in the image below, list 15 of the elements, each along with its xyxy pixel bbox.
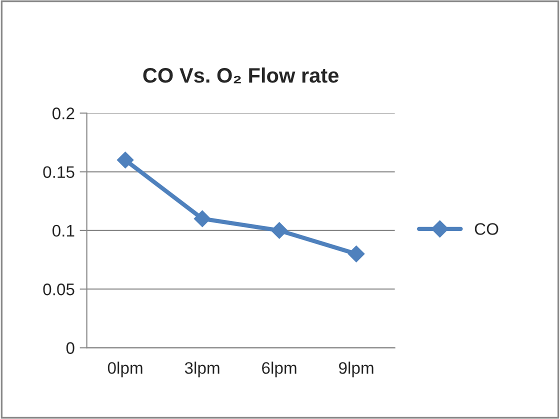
point bbox=[348, 246, 365, 262]
point bbox=[194, 210, 211, 228]
point bbox=[116, 152, 134, 168]
y-tick-label: 0.15 bbox=[43, 166, 74, 178]
x-tick-label: 9lpm bbox=[339, 362, 374, 378]
x-tick-label: 3lpm bbox=[184, 362, 220, 378]
y-tick-label: 0.05 bbox=[43, 284, 74, 296]
x-tick-label: 0lpm bbox=[108, 362, 142, 378]
chart-title: CO Vs. O₂ Flow rate bbox=[143, 67, 338, 84]
point bbox=[270, 222, 288, 239]
y-tick-label: 0 bbox=[66, 342, 74, 354]
y-tick-label: 0.2 bbox=[52, 108, 74, 120]
y-tick-label: 0.1 bbox=[52, 224, 74, 237]
legend-label: CO bbox=[474, 223, 498, 235]
x-tick-label: 6lpm bbox=[262, 362, 296, 378]
